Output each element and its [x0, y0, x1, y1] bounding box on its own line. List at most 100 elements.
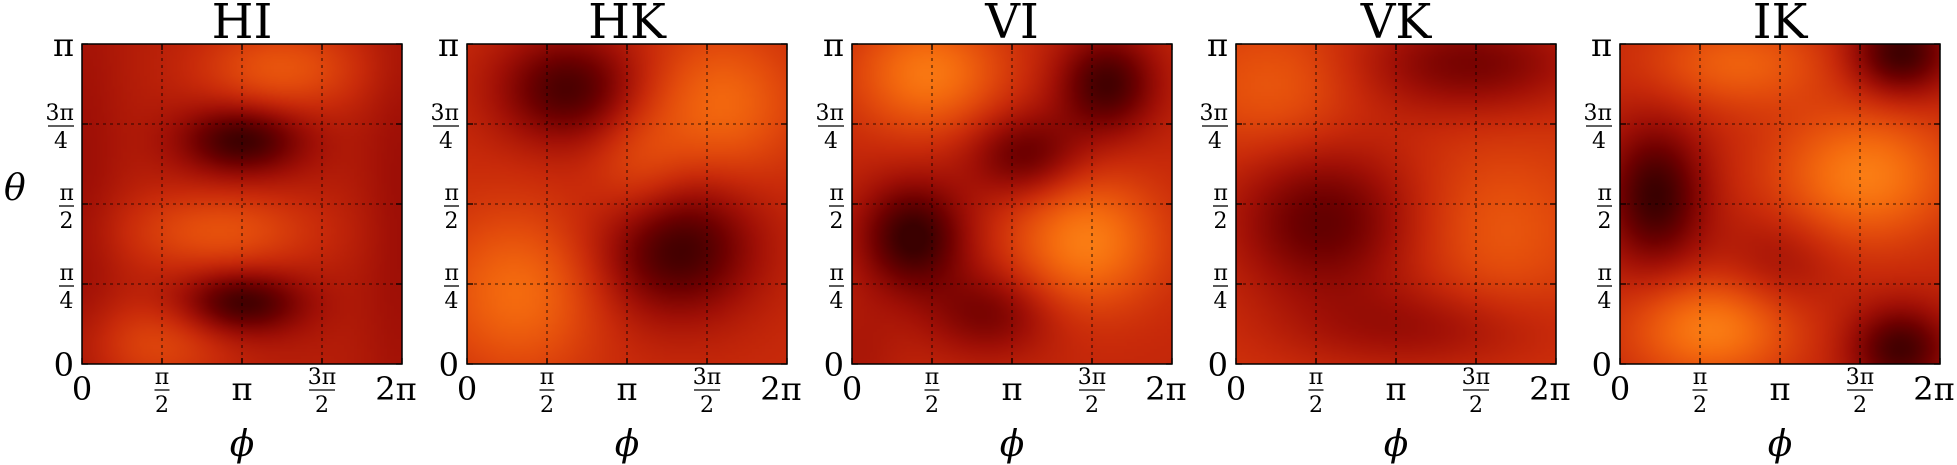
svg-text:π: π [445, 181, 459, 206]
svg-text:3π: 3π [816, 101, 844, 126]
y-tick-label: π [53, 26, 74, 64]
svg-text:π: π [445, 261, 459, 286]
heatmap-image [82, 44, 402, 364]
svg-text:3π: 3π [1584, 101, 1612, 126]
y-tick-label: π4 [444, 261, 459, 314]
y-tick-label: 3π4 [816, 101, 844, 154]
x-tick-label: 3π2 [1846, 365, 1874, 418]
x-tick-label: 3π2 [1462, 365, 1490, 418]
svg-text:2: 2 [155, 393, 169, 418]
x-tick-label: π2 [924, 365, 940, 418]
panel-title: IK [1753, 0, 1809, 50]
svg-text:2π: 2π [1913, 370, 1954, 408]
svg-text:3π: 3π [431, 101, 459, 126]
svg-text:3π: 3π [1200, 101, 1228, 126]
svg-text:π: π [1693, 365, 1707, 390]
svg-text:4: 4 [439, 129, 453, 154]
y-tick-label: 3π4 [1200, 101, 1228, 154]
x-tick-label: π2 [539, 365, 555, 418]
x-tick-label: 2π [1529, 370, 1570, 408]
x-tick-label: π2 [154, 365, 170, 418]
x-tick-label: 2π [1145, 370, 1186, 408]
x-tick-label: 2π [375, 370, 416, 408]
x-tick-label: π [1385, 370, 1406, 408]
svg-text:0: 0 [842, 370, 862, 408]
svg-text:π: π [830, 261, 844, 286]
x-axis-label: ϕ [1384, 424, 1409, 465]
svg-text:3π: 3π [1078, 365, 1106, 390]
x-axis-label: ϕ [1768, 424, 1793, 465]
y-tick-label: π2 [829, 181, 844, 234]
svg-text:3π: 3π [1462, 365, 1490, 390]
x-tick-label: π [1769, 370, 1790, 408]
heatmap-image [1236, 44, 1556, 364]
svg-text:0: 0 [1610, 370, 1630, 408]
y-tick-label: π [438, 26, 459, 64]
y-tick-label: 0 [439, 346, 459, 384]
svg-text:π: π [925, 365, 939, 390]
svg-text:π: π [1598, 261, 1612, 286]
x-tick-label: 3π2 [1078, 365, 1106, 418]
svg-text:4: 4 [60, 289, 74, 314]
y-tick-label: 0 [1592, 346, 1612, 384]
svg-text:2: 2 [540, 393, 554, 418]
y-axis-label: θ [4, 168, 26, 209]
y-tick-label: π4 [1213, 261, 1228, 314]
svg-text:0: 0 [1208, 346, 1228, 384]
x-tick-label: π2 [1308, 365, 1324, 418]
svg-text:0: 0 [439, 346, 459, 384]
y-tick-label: π4 [59, 261, 74, 314]
x-tick-label: 0 [1610, 370, 1630, 408]
svg-text:3π: 3π [46, 101, 74, 126]
panel-title: VI [984, 0, 1039, 50]
svg-text:0: 0 [54, 346, 74, 384]
y-tick-label: 3π4 [1584, 101, 1612, 154]
x-axis-label: ϕ [1000, 424, 1025, 465]
svg-text:0: 0 [1592, 346, 1612, 384]
x-axis-label: ϕ [615, 424, 640, 465]
x-tick-label: 0 [1226, 370, 1246, 408]
y-tick-label: 0 [824, 346, 844, 384]
svg-text:0: 0 [457, 370, 477, 408]
heatmap-image [1620, 44, 1940, 364]
y-tick-label: 0 [1208, 346, 1228, 384]
y-tick-label: π [1591, 26, 1612, 64]
svg-text:π: π [1769, 370, 1790, 408]
svg-text:2: 2 [1214, 209, 1228, 234]
svg-text:π: π [1385, 370, 1406, 408]
x-tick-label: 2π [1913, 370, 1954, 408]
x-tick-label: 3π2 [693, 365, 721, 418]
svg-text:0: 0 [1226, 370, 1246, 408]
x-tick-label: π [1001, 370, 1022, 408]
x-tick-label: π [231, 370, 252, 408]
svg-text:2: 2 [925, 393, 939, 418]
svg-text:2: 2 [1853, 393, 1867, 418]
svg-text:2: 2 [830, 209, 844, 234]
x-tick-label: π [616, 370, 637, 408]
y-tick-label: π4 [1597, 261, 1612, 314]
svg-text:4: 4 [445, 289, 459, 314]
svg-text:π: π [1598, 181, 1612, 206]
svg-text:2: 2 [60, 209, 74, 234]
svg-text:2π: 2π [1529, 370, 1570, 408]
svg-text:0: 0 [824, 346, 844, 384]
svg-text:4: 4 [54, 129, 68, 154]
y-tick-label: π [1207, 26, 1228, 64]
svg-text:0: 0 [72, 370, 92, 408]
y-tick-label: π2 [444, 181, 459, 234]
svg-text:π: π [1309, 365, 1323, 390]
svg-text:4: 4 [1214, 289, 1228, 314]
svg-text:2: 2 [1085, 393, 1099, 418]
y-tick-label: π2 [59, 181, 74, 234]
svg-text:3π: 3π [693, 365, 721, 390]
svg-text:3π: 3π [308, 365, 336, 390]
y-tick-label: π4 [829, 261, 844, 314]
panel-title: VK [1360, 0, 1433, 50]
svg-text:π: π [60, 261, 74, 286]
svg-text:π: π [1001, 370, 1022, 408]
svg-text:π: π [616, 370, 637, 408]
